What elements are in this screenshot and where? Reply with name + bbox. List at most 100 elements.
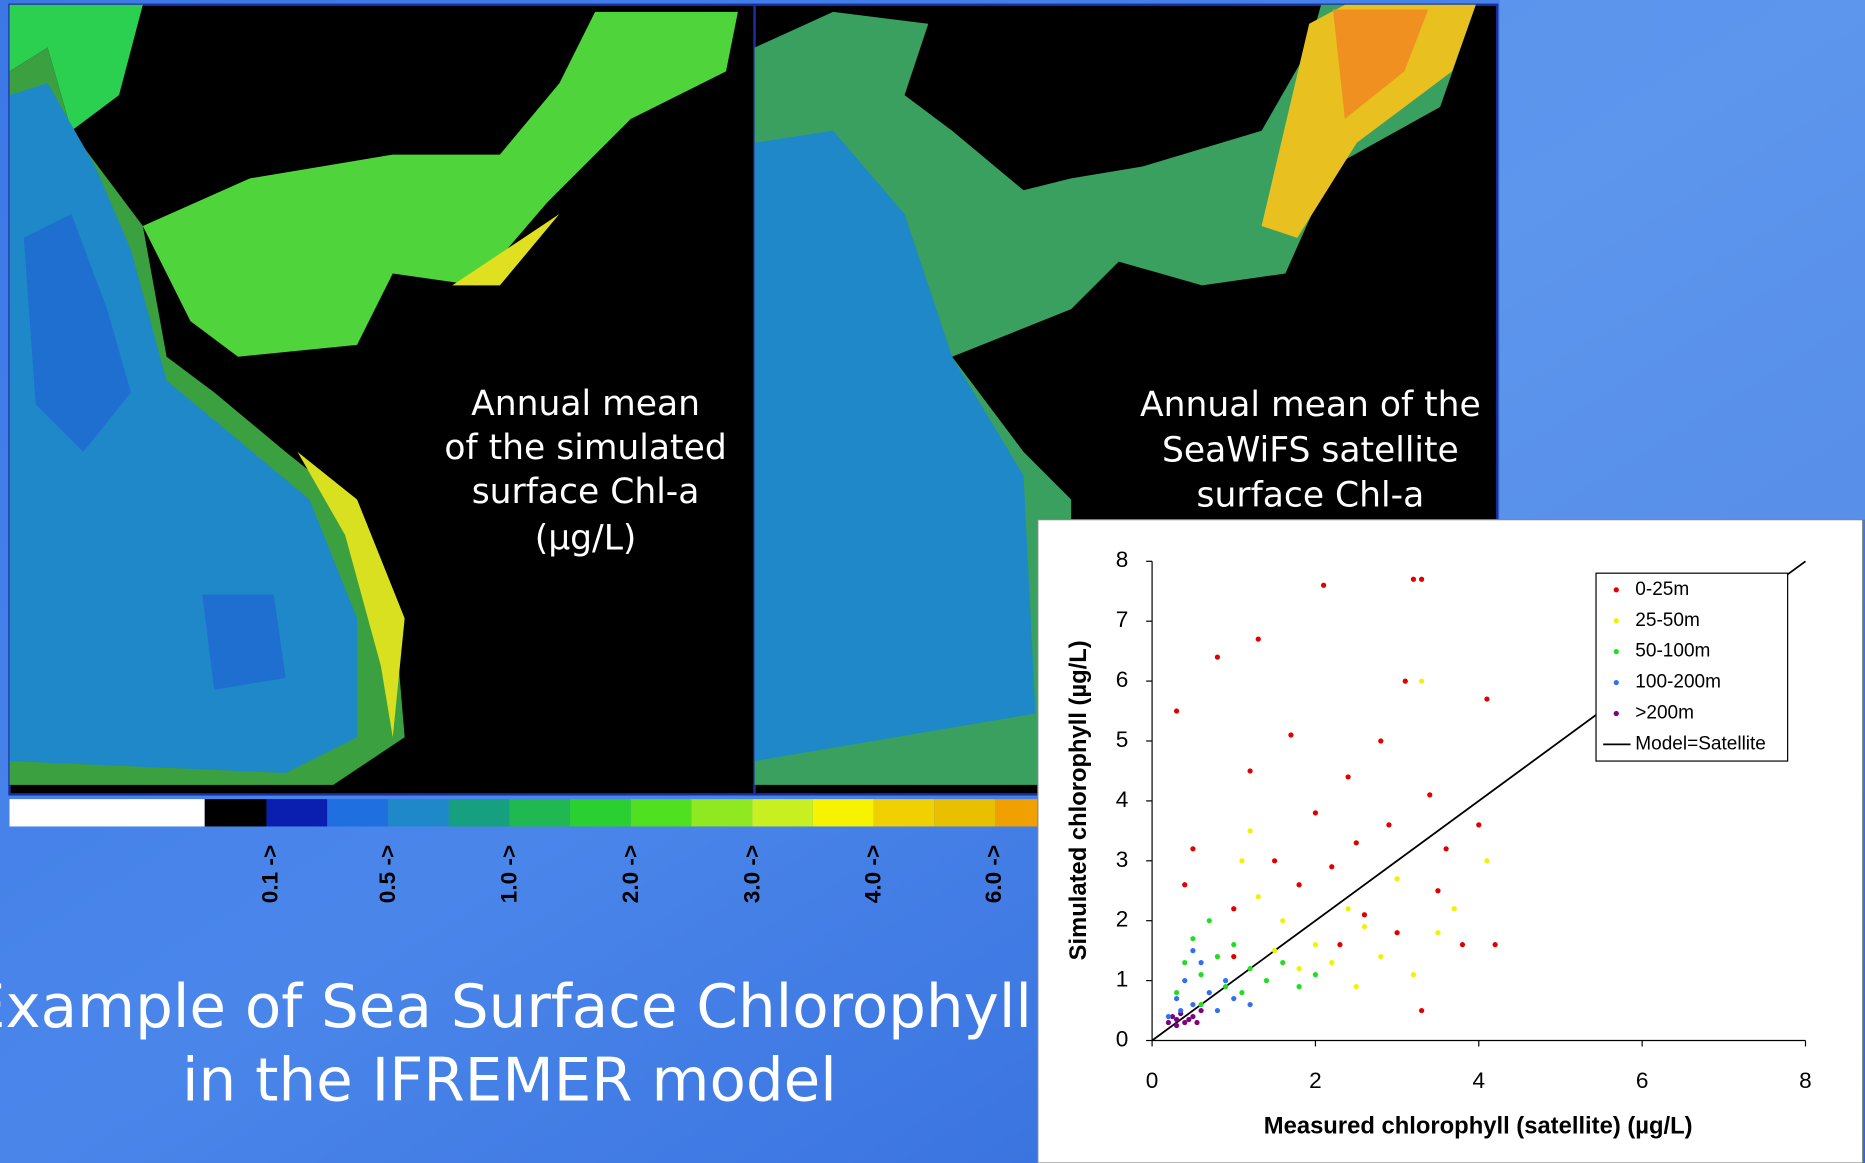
scatter-point xyxy=(1451,906,1457,912)
scatter-point xyxy=(1394,930,1400,936)
scatter-point xyxy=(1345,774,1351,780)
scatter-point xyxy=(1231,906,1237,912)
legend-marker xyxy=(1613,679,1619,686)
scatter-point xyxy=(1484,858,1490,864)
scatter-point xyxy=(1386,822,1392,828)
slide-title: Example of Sea Surface Chlorophyll xyxy=(0,973,1032,1042)
scatter-point xyxy=(1345,906,1351,912)
colorbar-label: 1.0 -> xyxy=(497,845,522,903)
scatter-point xyxy=(1247,1001,1253,1008)
scatter-point xyxy=(1198,1007,1204,1014)
scatter-point xyxy=(1247,966,1253,972)
y-tick-label: 1 xyxy=(1116,967,1129,992)
colorbar-label: 3.0 -> xyxy=(739,845,764,903)
scatter-point xyxy=(1173,995,1180,1002)
scatter-point xyxy=(1410,576,1417,582)
x-tick-label: 0 xyxy=(1146,1068,1159,1093)
scatter-point xyxy=(1410,972,1417,978)
scatter-point xyxy=(1255,636,1261,642)
scatter-point xyxy=(1418,1007,1425,1014)
scatter-point xyxy=(1378,954,1384,960)
scatter-point xyxy=(1214,1007,1221,1014)
scatter-point xyxy=(1476,822,1482,828)
y-axis-label: Simulated chlorophyll (µg/L) xyxy=(1065,640,1092,960)
scatter-point xyxy=(1231,995,1237,1002)
scatter-point xyxy=(1361,912,1368,918)
scatter-point xyxy=(1288,732,1294,738)
legend-label: 0-25m xyxy=(1635,579,1689,600)
scatter-point xyxy=(1418,678,1425,684)
colorbar-label: 4.0 -> xyxy=(861,845,886,903)
colorbar-label: 6.0 -> xyxy=(981,845,1006,903)
legend-label: >200m xyxy=(1635,703,1694,724)
scatter-point xyxy=(1165,1019,1172,1026)
x-tick-label: 2 xyxy=(1309,1068,1322,1093)
scatter-point xyxy=(1337,942,1343,948)
map-caption: Annual mean of the xyxy=(1140,385,1481,425)
legend-marker xyxy=(1613,710,1619,717)
scatter-point xyxy=(1198,1001,1204,1008)
scatter-point xyxy=(1329,864,1335,870)
scatter-point xyxy=(1239,858,1245,864)
y-tick-label: 2 xyxy=(1116,907,1129,932)
scatter-point xyxy=(1182,1019,1188,1026)
colorbar-label: 0.5 -> xyxy=(375,845,400,903)
scatter-point xyxy=(1312,810,1319,816)
y-tick-label: 3 xyxy=(1116,847,1129,872)
y-tick-label: 7 xyxy=(1116,607,1129,632)
colorbar-label: 2.0 -> xyxy=(618,845,643,903)
scatter-point xyxy=(1214,654,1221,660)
scatter-point xyxy=(1312,942,1319,948)
scatter-point xyxy=(1173,708,1180,714)
scatter-point xyxy=(1353,840,1359,846)
scatter-point xyxy=(1296,983,1302,990)
x-axis-label: Measured chlorophyll (satellite) (µg/L) xyxy=(1264,1113,1693,1140)
scatter-point xyxy=(1182,882,1188,888)
map-caption: surface Chl-a xyxy=(1197,476,1425,516)
map-caption: (µg/L) xyxy=(535,518,637,558)
legend-label: 25-50m xyxy=(1635,610,1700,631)
y-tick-label: 5 xyxy=(1116,727,1129,752)
scatter-point xyxy=(1173,1022,1180,1029)
scatter-point xyxy=(1280,918,1286,924)
scatter-point xyxy=(1435,888,1441,894)
y-tick-label: 4 xyxy=(1116,787,1129,812)
scatter-point xyxy=(1182,960,1188,966)
scatter-point xyxy=(1435,930,1441,936)
x-tick-label: 8 xyxy=(1799,1068,1812,1093)
map-caption: surface Chl-a xyxy=(472,472,700,512)
scatter-point xyxy=(1320,582,1327,588)
scatter-point xyxy=(1169,1013,1176,1020)
scatter-point xyxy=(1206,989,1212,996)
scatter-point xyxy=(1190,948,1196,954)
x-tick-label: 6 xyxy=(1636,1068,1649,1093)
map-caption: Annual mean xyxy=(471,384,700,424)
scatter-point xyxy=(1222,983,1229,990)
scatter-point xyxy=(1353,983,1359,990)
scatter-point xyxy=(1402,678,1408,684)
scatter-point xyxy=(1198,960,1204,966)
scatter-point xyxy=(1280,960,1286,966)
map-caption: of the simulated xyxy=(444,428,726,468)
scatter-point xyxy=(1206,918,1212,924)
scatter-point xyxy=(1263,977,1270,984)
y-tick-label: 8 xyxy=(1116,547,1129,572)
scatter-point xyxy=(1231,954,1237,960)
slide-title: in the IFREMER model xyxy=(182,1047,837,1116)
scatter-chart: 0 2 4 6 8 0 1 2 3 4 5 6 7 8 Measured chlorophyll (sate… xyxy=(1065,547,1812,1139)
y-tick-label: 0 xyxy=(1116,1026,1129,1051)
scatter-point xyxy=(1484,696,1490,702)
scatter-point xyxy=(1198,972,1204,978)
scatter-point xyxy=(1427,792,1433,798)
scatter-point xyxy=(1214,954,1221,960)
scatter-point xyxy=(1271,858,1278,864)
scatter-point xyxy=(1186,1016,1192,1023)
scatter-point xyxy=(1173,989,1180,996)
colorbar-label: 0.1 -> xyxy=(257,845,282,903)
legend-box xyxy=(1595,572,1789,762)
scatter-point xyxy=(1296,966,1302,972)
scatter-point xyxy=(1361,924,1368,930)
colorbar xyxy=(9,799,1038,827)
